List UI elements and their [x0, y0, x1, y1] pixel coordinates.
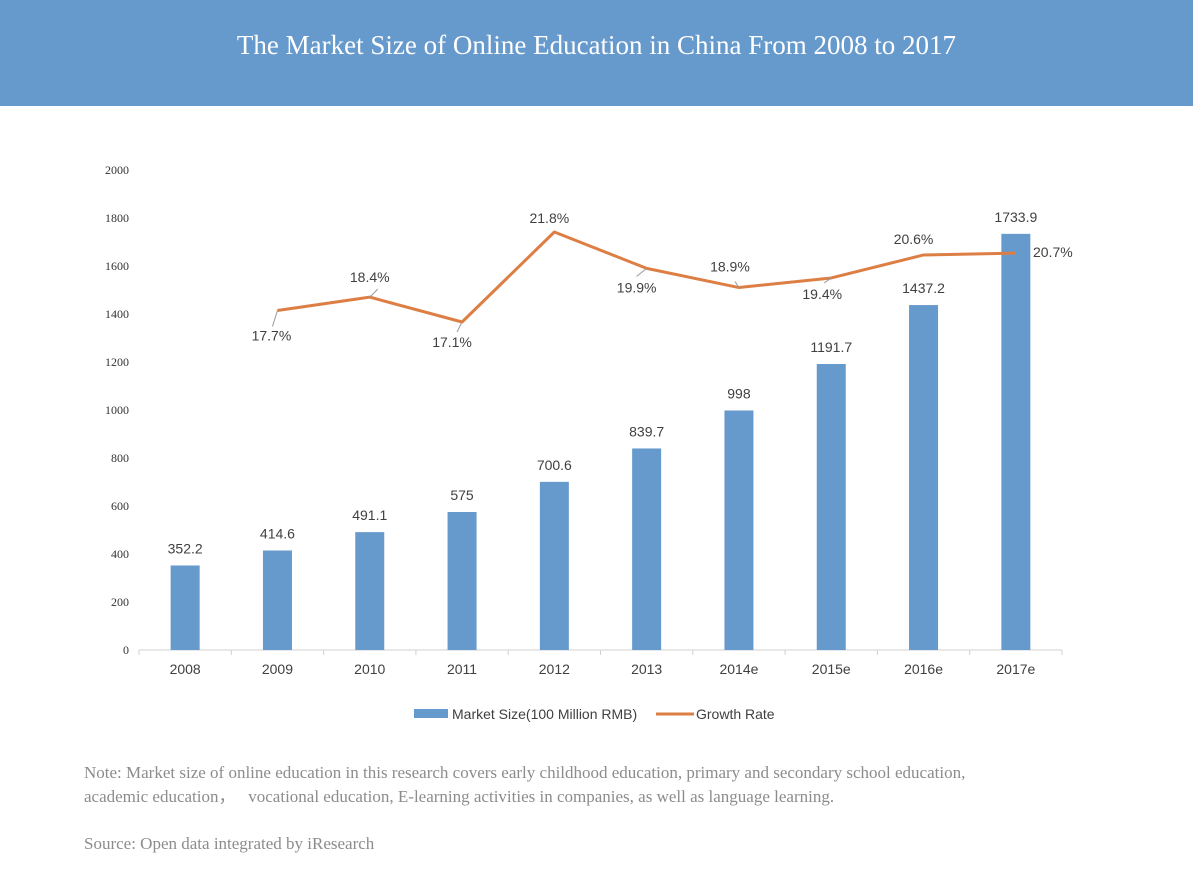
- x-tick-label: 2009: [262, 661, 293, 677]
- bar: [170, 565, 200, 650]
- legend-bar-label: Market Size(100 Million RMB): [452, 706, 637, 722]
- bar: [447, 512, 477, 650]
- growth-rate-label: 21.8%: [529, 210, 569, 226]
- x-tick-label: 2008: [170, 661, 201, 677]
- bar: [539, 481, 569, 650]
- y-tick-label: 0: [123, 643, 129, 657]
- y-tick-label: 2000: [105, 163, 129, 177]
- label-leader-line: [456, 321, 463, 333]
- y-tick-label: 1200: [105, 355, 129, 369]
- growth-rate-label: 20.6%: [894, 231, 934, 247]
- bar: [724, 410, 754, 650]
- y-tick-label: 1400: [105, 307, 129, 321]
- label-leader-line: [734, 281, 740, 288]
- note-line-2: academic education， vocational education…: [84, 787, 835, 806]
- x-tick-label: 2010: [354, 661, 385, 677]
- bar: [355, 532, 385, 650]
- growth-rate-label: 20.7%: [1033, 244, 1073, 260]
- growth-rate-label: 19.4%: [802, 286, 842, 302]
- bar-value-label: 839.7: [629, 423, 664, 439]
- x-tick-label: 2017e: [996, 661, 1035, 677]
- growth-rate-label: 18.4%: [350, 269, 390, 285]
- chart-title: The Market Size of Online Education in C…: [236, 30, 957, 60]
- bar-value-label: 352.2: [168, 540, 203, 556]
- bar-value-label: 491.1: [352, 507, 387, 523]
- growth-rate-label: 17.1%: [432, 334, 472, 350]
- bar: [909, 305, 939, 650]
- x-tick-label: 2013: [631, 661, 662, 677]
- bar: [632, 448, 662, 650]
- x-tick-label: 2014e: [719, 661, 758, 677]
- label-leader-line: [823, 277, 832, 284]
- x-tick-label: 2016e: [904, 661, 943, 677]
- label-leader-line: [271, 310, 278, 327]
- growth-rate-label: 19.9%: [617, 279, 657, 295]
- source-text: Source: Open data integrated by iResearc…: [84, 834, 375, 853]
- y-tick-label: 400: [111, 547, 129, 561]
- bar-value-label: 1733.9: [994, 209, 1037, 225]
- y-tick-label: 1800: [105, 211, 129, 225]
- bar: [262, 550, 292, 650]
- legend-line-label: Growth Rate: [696, 706, 775, 722]
- bar: [1001, 233, 1031, 650]
- bar: [816, 363, 846, 650]
- x-tick-label: 2015e: [812, 661, 851, 677]
- bar-value-label: 414.6: [260, 525, 295, 541]
- x-tick-label: 2011: [447, 661, 477, 677]
- legend-bar-swatch: [414, 709, 448, 718]
- bar-value-label: 998: [727, 385, 751, 401]
- y-tick-label: 800: [111, 451, 129, 465]
- note-line-1: Note: Market size of online education in…: [84, 763, 966, 782]
- bar-value-label: 1191.7: [810, 339, 852, 355]
- bar-value-label: 575: [450, 487, 474, 503]
- growth-rate-label: 18.9%: [710, 259, 750, 275]
- y-tick-label: 200: [111, 595, 129, 609]
- x-tick-label: 2012: [539, 661, 570, 677]
- y-tick-label: 1000: [105, 403, 129, 417]
- label-leader-line: [636, 267, 647, 277]
- y-tick-label: 1600: [105, 259, 129, 273]
- label-leader-line: [369, 288, 379, 298]
- growth-rate-label: 17.7%: [252, 328, 292, 344]
- bar-value-label: 700.6: [537, 457, 572, 473]
- bar-value-label: 1437.2: [902, 280, 945, 296]
- title-banner: The Market Size of Online Education in C…: [0, 0, 1193, 106]
- y-tick-label: 600: [111, 499, 129, 513]
